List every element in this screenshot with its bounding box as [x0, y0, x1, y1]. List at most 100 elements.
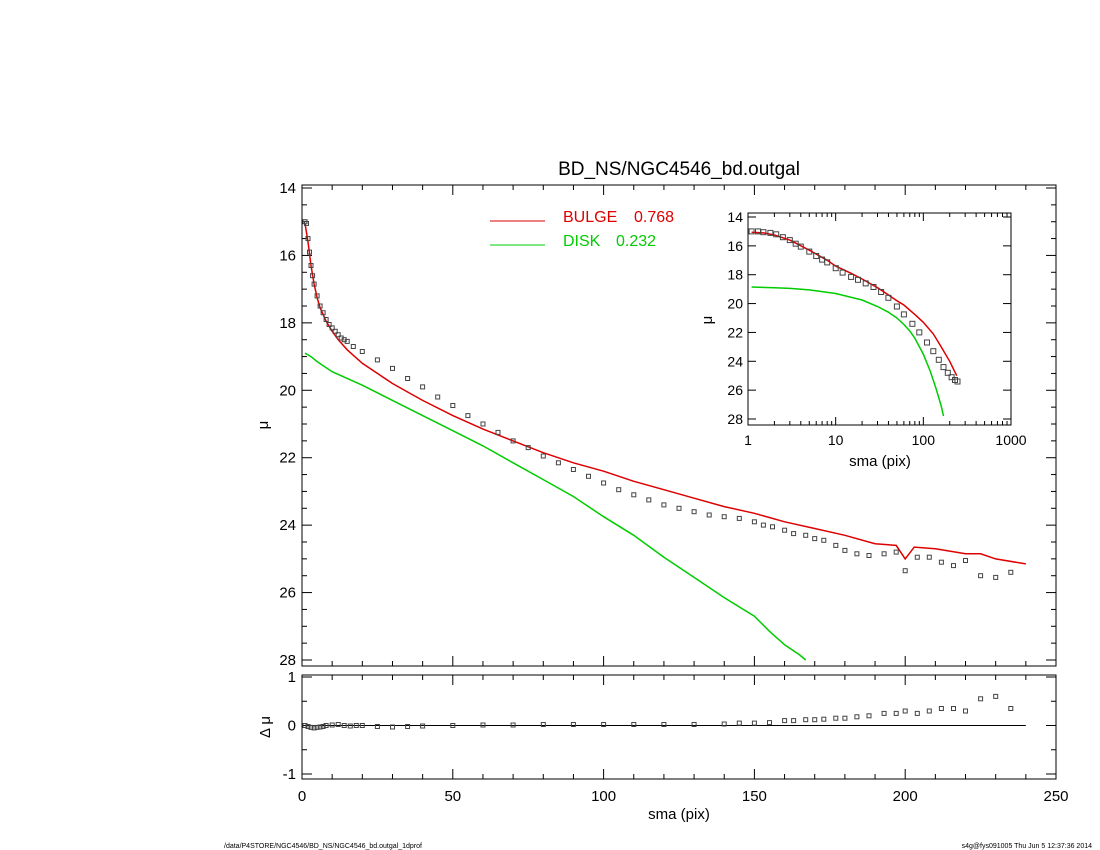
- residual-ticks: [301, 675, 1057, 779]
- residual-data-point: [842, 715, 848, 721]
- residual-data-point: [323, 723, 329, 728]
- residual-data-point: [938, 706, 944, 711]
- main-data-point: [661, 502, 667, 508]
- inset-y-axis-label: μ: [699, 316, 716, 325]
- main-data-point: [691, 509, 697, 515]
- main-data-point: [495, 429, 501, 435]
- main-data-point: [842, 547, 848, 553]
- residual-data-point: [721, 721, 727, 727]
- main-data-point: [963, 558, 968, 563]
- main-y-tick-labels: 14 16 18 20 22 24 26 28: [279, 180, 296, 669]
- main-data-point: [1008, 569, 1014, 575]
- main-data-point: [308, 263, 314, 268]
- main-plot-frame: [301, 184, 1057, 667]
- main-data-point: [751, 519, 757, 525]
- residual-data-point: [405, 724, 411, 729]
- main-data-point: [359, 349, 365, 354]
- inset-data-point: [748, 228, 755, 235]
- residual-x-tick-label: 250: [1043, 788, 1068, 805]
- main-data-point: [821, 537, 827, 543]
- main-data-point: [450, 403, 456, 408]
- inset-data-point: [900, 311, 907, 318]
- residual-data-point: [631, 722, 637, 727]
- inset-data-point: [839, 269, 846, 276]
- residual-data-point: [390, 724, 395, 730]
- main-data-point: [480, 421, 486, 427]
- residual-data-point: [308, 724, 314, 730]
- inset-data-point: [885, 294, 892, 301]
- main-data-point: [854, 551, 860, 557]
- main-data-point: [866, 553, 872, 558]
- main-data-point: [304, 220, 309, 226]
- main-data-point: [540, 453, 546, 459]
- main-data-point: [374, 357, 380, 363]
- residual-data-point: [374, 724, 380, 729]
- main-data-point: [314, 293, 320, 299]
- main-data-point: [570, 467, 576, 472]
- residual-data-point: [450, 723, 456, 728]
- inset-data-point: [797, 243, 804, 250]
- residual-data-point: [767, 720, 772, 726]
- inset-data-point: [848, 273, 855, 280]
- main-data-point: [435, 394, 441, 400]
- main-data-point: [782, 527, 788, 533]
- inset-data-point: [806, 248, 813, 255]
- main-data-point: [310, 273, 316, 279]
- main-data-point: [951, 563, 956, 569]
- main-y-axis-label: μ: [255, 421, 272, 430]
- inset-y-tick-label: 16: [727, 238, 743, 254]
- main-y-tick-label: 16: [279, 247, 296, 264]
- inset-data-point: [944, 369, 951, 376]
- residual-data-point: [480, 722, 486, 728]
- inset-bulge-line: [751, 231, 958, 377]
- main-data-point: [812, 536, 818, 542]
- main-data-point: [465, 413, 471, 419]
- inset-data-point: [954, 378, 961, 385]
- residual-data-point: [978, 696, 984, 702]
- inset-x-tick-label: 1: [744, 432, 752, 448]
- footer-file-path: /data/P4STORE/NGC4546/BD_NS/NGC4546_bd.o…: [224, 843, 422, 850]
- inset-data-point: [878, 289, 885, 295]
- residual-data-point: [1008, 706, 1014, 711]
- inset-data-point: [824, 259, 831, 266]
- inset-data-point: [930, 348, 937, 355]
- residual-data-point: [893, 710, 899, 716]
- inset-data-point: [940, 364, 947, 371]
- residual-data-point: [963, 708, 968, 714]
- residual-data-point: [320, 724, 326, 729]
- residual-data-point: [951, 706, 956, 711]
- residual-data-point: [866, 713, 872, 719]
- residual-x-tick-label: 50: [444, 788, 461, 805]
- main-ticks: [301, 185, 1057, 666]
- inset-data-point: [916, 329, 923, 336]
- residual-data-point: [314, 724, 320, 730]
- main-data-point: [329, 325, 335, 331]
- residual-data-point: [420, 723, 426, 729]
- inset-data-point: [870, 284, 877, 290]
- inset-data-point: [813, 253, 820, 259]
- residual-data-point: [353, 723, 359, 728]
- residual-data-point: [661, 722, 667, 727]
- main-data-point: [993, 574, 999, 580]
- inset-data-point: [935, 356, 942, 363]
- residual-data-point: [736, 720, 742, 726]
- residual-data-point: [540, 722, 546, 727]
- main-y-tick-label: 22: [279, 450, 296, 467]
- inset-disk-line: [751, 286, 945, 417]
- main-data-point: [305, 236, 311, 242]
- main-disk-line: [304, 352, 807, 661]
- inset-y-tick-label: 26: [727, 382, 743, 398]
- residual-data-point: [791, 718, 797, 724]
- main-data-point: [676, 505, 682, 511]
- main-data-point: [833, 542, 839, 548]
- residual-data-point: [881, 710, 887, 716]
- inset-data-point: [924, 339, 930, 346]
- main-data-point: [390, 365, 395, 371]
- main-data-point: [881, 551, 887, 557]
- legend-bulge-value: 0.768: [634, 209, 674, 226]
- residual-x-tick-label: 0: [298, 788, 306, 805]
- inset-panel: 14 16 18 20 22 24 26 281 10 100 1000 sma (pix) μ: [699, 209, 1027, 470]
- main-panel: BD_NS/NGC4546_bd.outgal 14 16 18 20 22 24 26 28…: [255, 159, 1057, 669]
- inset-data-point: [779, 234, 786, 241]
